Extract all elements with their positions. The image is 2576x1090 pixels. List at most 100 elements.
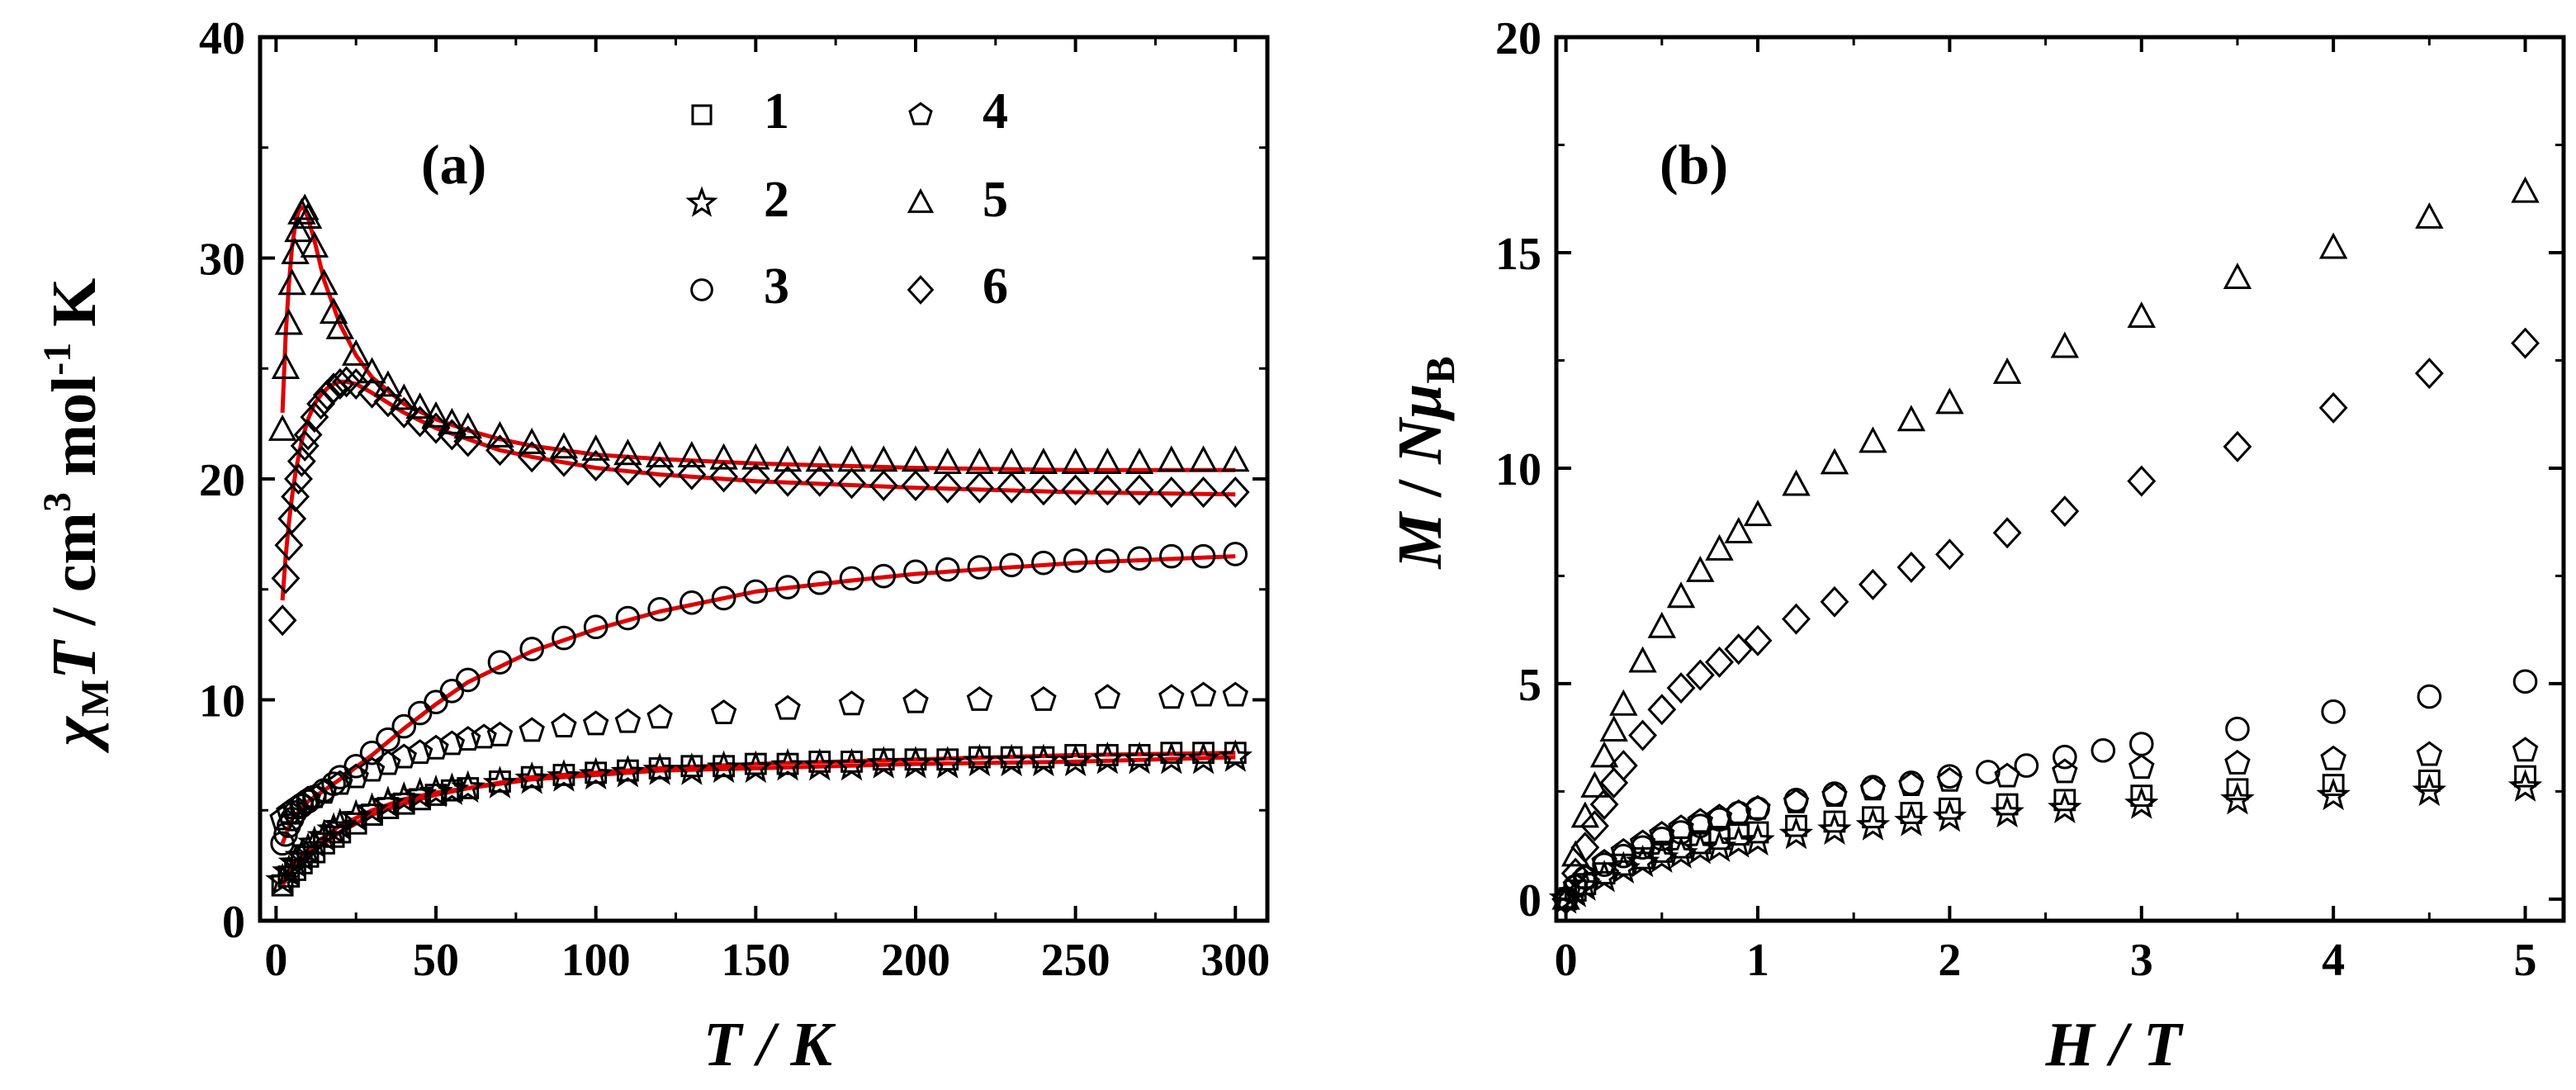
data-point-series-5 (741, 443, 770, 470)
data-point-series-3 (647, 597, 672, 622)
data-point-series-5 (1551, 883, 1580, 910)
x-tick-label: 0 (1555, 935, 1578, 986)
data-point-series-6 (1647, 694, 1677, 726)
data-point-series-2 (1894, 803, 1929, 836)
data-point-series-1 (2514, 765, 2536, 788)
data-point-series-6 (1820, 585, 1849, 618)
data-point-series-6 (1580, 810, 1609, 842)
series-3 (1553, 669, 2538, 912)
data-point-series-1 (2053, 789, 2076, 812)
data-point-series-6 (677, 458, 707, 490)
y-tick-label: 30 (199, 235, 245, 286)
data-point-series-3 (839, 566, 864, 591)
data-point-series-2 (402, 776, 438, 810)
panel-b-data-points (1548, 176, 2543, 915)
data-point-series-6 (485, 434, 514, 467)
data-point-series-5 (1189, 445, 1218, 472)
data-point-series-5 (1093, 448, 1122, 474)
data-point-series-6 (1705, 646, 1734, 678)
data-point-series-2 (1186, 741, 1221, 775)
data-point-series-2 (642, 752, 677, 785)
data-point-series-6 (517, 441, 547, 473)
data-point-series-5 (613, 438, 642, 466)
data-point-series-4 (614, 708, 642, 733)
data-point-series-2 (1090, 741, 1125, 775)
legend-label: 6 (983, 258, 1008, 315)
data-point-series-1 (1746, 821, 1769, 844)
data-point-series-2 (930, 746, 965, 779)
data-point-series-6 (373, 386, 403, 418)
data-point-series-3 (519, 637, 545, 661)
legend-marker-5 (907, 187, 935, 213)
data-point-series-6 (1782, 603, 1811, 635)
data-point-series-6 (1560, 857, 1590, 889)
legend-item-5: 5 (907, 172, 1008, 228)
data-point-series-6 (997, 472, 1026, 504)
panel-b-frame (1554, 35, 2566, 923)
data-point-series-4 (288, 789, 315, 815)
data-point-series-5 (1609, 689, 1638, 716)
panel-a-label: (a) (421, 133, 486, 196)
data-point-series-6 (332, 366, 362, 398)
data-point-series-4 (391, 743, 418, 769)
y-tick-label: 0 (222, 897, 245, 948)
data-point-series-6 (2127, 465, 2157, 497)
data-point-series-5 (453, 412, 482, 439)
data-point-series-3 (1976, 760, 2001, 784)
data-point-series-6 (268, 604, 297, 637)
data-point-series-5 (1686, 555, 1715, 582)
legend-marker-1 (691, 104, 713, 126)
x-tick-label: 50 (413, 935, 459, 986)
data-point-series-5 (284, 216, 313, 243)
data-point-series-4 (2320, 745, 2346, 770)
data-point-series-3 (711, 585, 736, 611)
data-point-series-4 (2129, 754, 2155, 780)
data-point-series-4 (375, 750, 401, 775)
data-point-series-6 (2050, 495, 2080, 528)
data-point-series-4 (966, 685, 993, 711)
data-point-series-6 (1220, 476, 1250, 509)
data-point-series-5 (1561, 840, 1590, 867)
data-point-series-5 (1580, 770, 1609, 798)
x-tick-label: 5 (2514, 935, 2537, 986)
y-tick-label: 10 (199, 676, 245, 727)
data-point-series-1 (1900, 802, 1923, 824)
data-point-series-2 (610, 754, 646, 788)
data-point-series-5 (581, 434, 610, 461)
data-point-series-5 (1599, 715, 1628, 742)
data-point-series-3 (391, 713, 417, 739)
data-point-series-5 (645, 440, 675, 467)
series-4 (1552, 737, 2539, 911)
x-tick-label: 200 (881, 935, 950, 986)
data-point-series-2 (2220, 782, 2255, 815)
data-point-series-4 (551, 713, 577, 737)
data-point-series-1 (2226, 778, 2249, 801)
data-point-series-2 (962, 743, 997, 777)
series-4 (269, 681, 1249, 831)
data-point-series-6 (645, 456, 675, 488)
data-point-series-3 (615, 605, 641, 631)
data-point-series-4 (471, 723, 497, 749)
data-point-series-3 (552, 625, 576, 651)
data-point-series-3 (1127, 546, 1152, 571)
data-point-series-6 (741, 462, 770, 495)
data-point-series-1 (1996, 793, 2019, 816)
data-point-series-6 (1551, 883, 1581, 915)
data-point-series-5 (293, 202, 323, 230)
legend-marker-2 (685, 186, 718, 217)
data-point-series-5 (1666, 581, 1696, 609)
y-tick-label: 40 (199, 13, 245, 64)
legend-label: 2 (764, 172, 789, 228)
data-point-series-3 (583, 614, 608, 640)
data-point-series-4 (343, 763, 369, 789)
data-point-series-5 (1029, 448, 1058, 474)
data-point-series-5 (281, 237, 310, 264)
data-point-series-3 (903, 559, 928, 585)
data-point-series-2 (419, 775, 453, 808)
data-point-series-5 (300, 230, 329, 258)
x-tick-label: 2 (1938, 935, 1961, 986)
data-point-series-6 (1743, 624, 1773, 656)
data-point-series-1 (2322, 774, 2345, 796)
data-point-series-2 (514, 761, 549, 794)
data-point-series-2 (482, 765, 518, 799)
